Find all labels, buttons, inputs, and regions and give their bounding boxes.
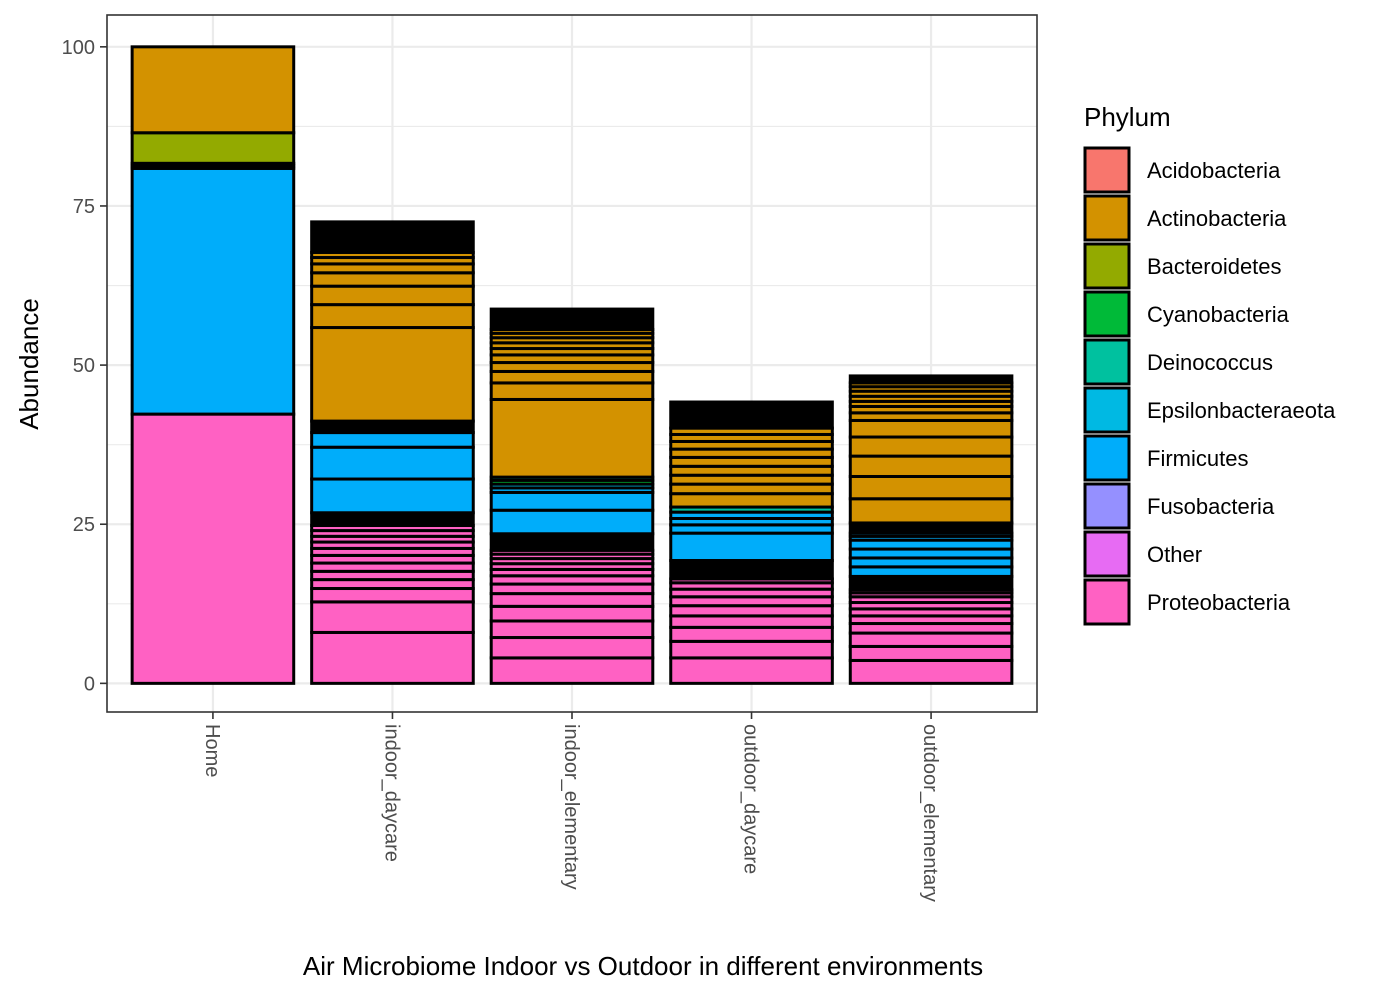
bar-segment-proteobacteria xyxy=(489,619,655,640)
bar-segment-other xyxy=(848,374,1014,385)
bar-segment-proteobacteria xyxy=(310,630,475,685)
bar-segment-proteobacteria xyxy=(489,592,655,608)
bars xyxy=(130,45,1014,685)
bar-segment-proteobacteria xyxy=(669,625,834,643)
bar-segment-proteobacteria xyxy=(489,636,655,660)
bar-segment-other xyxy=(669,559,834,581)
legend-label-fusobacteria: Fusobacteria xyxy=(1147,494,1275,519)
legend-key-bacteroidetes xyxy=(1083,242,1131,290)
y-tick-label: 75 xyxy=(73,196,95,218)
bar-segment-firmicutes xyxy=(310,477,475,515)
bar-segment-actinobacteria xyxy=(848,474,1014,501)
bar-segment-actinobacteria xyxy=(489,397,655,479)
x-axis-title: Air Microbiome Indoor vs Outdoor in diff… xyxy=(303,951,983,981)
x-axis: Home indoor_daycare indoor_elementary outdo… xyxy=(201,712,941,902)
bar-stack-indoor_elementary xyxy=(489,307,655,685)
bar-stack-outdoor_daycare xyxy=(669,400,834,685)
bar-segment-other xyxy=(310,511,475,527)
legend-key-acidobacteria xyxy=(1083,146,1131,194)
legend-key-deinococcus xyxy=(1083,338,1131,386)
bar-segment-bacteroidetes xyxy=(130,131,296,165)
bar-segment-firmicutes xyxy=(130,166,296,416)
bar-segment-proteobacteria xyxy=(848,631,1014,648)
bar-segment-proteobacteria xyxy=(310,600,475,634)
legend-label-cyanobacteria: Cyanobacteria xyxy=(1147,302,1290,327)
bar-segment-other xyxy=(848,521,1014,535)
x-tick-label: indoor_daycare xyxy=(380,724,402,862)
legend-key-epsilonbacteraeota xyxy=(1083,386,1131,434)
bar-segment-actinobacteria xyxy=(310,271,475,288)
legend-label-proteobacteria: Proteobacteria xyxy=(1147,590,1291,615)
bar-segment-firmicutes xyxy=(489,508,655,536)
bar-segment-firmicutes xyxy=(489,490,655,512)
bar-stack-Home xyxy=(130,45,296,685)
bar-segment-proteobacteria xyxy=(669,604,834,618)
bar-segment-actinobacteria xyxy=(489,369,655,385)
bar-segment-actinobacteria xyxy=(848,497,1014,525)
legend-label-firmicutes: Firmicutes xyxy=(1147,446,1248,471)
bar-segment-proteobacteria xyxy=(489,604,655,623)
x-tick-label: outdoor_elementary xyxy=(919,724,941,902)
bar-segment-actinobacteria xyxy=(310,284,475,307)
legend-label-other: Other xyxy=(1147,542,1202,567)
bar-segment-proteobacteria xyxy=(848,658,1014,685)
bar-segment-proteobacteria xyxy=(669,639,834,660)
bar-segment-proteobacteria xyxy=(848,644,1014,662)
legend-title: Phylum xyxy=(1084,102,1171,132)
bar-segment-actinobacteria xyxy=(130,45,296,135)
legend-label-actinobacteria: Actinobacteria xyxy=(1147,206,1287,231)
legend-label-deinococcus: Deinococcus xyxy=(1147,350,1273,375)
legend-key-fusobacteria xyxy=(1083,482,1131,530)
legend-label-epsilonbacteraeota: Epsilonbacteraeota xyxy=(1147,398,1336,423)
bar-segment-proteobacteria xyxy=(310,587,475,604)
legend-key-cyanobacteria xyxy=(1083,290,1131,338)
bar-segment-firmicutes xyxy=(310,445,475,481)
bar-segment-actinobacteria xyxy=(310,326,475,423)
y-axis-title: Abundance xyxy=(14,298,44,430)
bar-segment-other xyxy=(489,307,655,331)
bar-segment-other xyxy=(310,419,475,435)
bar-segment-other xyxy=(848,574,1014,592)
legend-key-proteobacteria xyxy=(1083,578,1131,626)
legend-key-actinobacteria xyxy=(1083,194,1131,242)
bar-segment-actinobacteria xyxy=(848,454,1014,478)
y-tick-label: 25 xyxy=(73,514,95,536)
legend-label-acidobacteria: Acidobacteria xyxy=(1147,158,1281,183)
bar-segment-other xyxy=(489,532,655,552)
y-axis: 0 25 50 75 100 xyxy=(62,37,107,695)
bar-segment-firmicutes xyxy=(669,531,834,563)
bar-segment-proteobacteria xyxy=(669,656,834,685)
bar-segment-actinobacteria xyxy=(310,303,475,330)
legend-key-firmicutes xyxy=(1083,434,1131,482)
bar-stack-indoor_daycare xyxy=(310,220,475,685)
bar-segment-proteobacteria xyxy=(669,614,834,629)
bar-segment-proteobacteria xyxy=(130,412,296,685)
y-tick-label: 50 xyxy=(73,355,95,377)
legend: Phylum Acidobacteria Actinobacteria Bacter… xyxy=(1083,102,1336,626)
x-tick-label: outdoor_daycare xyxy=(740,724,762,874)
legend-key-other xyxy=(1083,530,1131,578)
bar-stack-outdoor_elementary xyxy=(848,374,1014,685)
x-tick-label: Home xyxy=(201,724,223,777)
bar-segment-actinobacteria xyxy=(848,435,1014,458)
bar-segment-actinobacteria xyxy=(848,418,1014,439)
bar-segment-actinobacteria xyxy=(489,381,655,401)
x-tick-label: indoor_elementary xyxy=(560,724,582,890)
y-tick-label: 100 xyxy=(62,37,95,59)
y-tick-label: 0 xyxy=(84,673,95,695)
bar-segment-proteobacteria xyxy=(489,656,655,685)
bar-segment-other xyxy=(669,400,834,430)
bar-segment-firmicutes xyxy=(310,431,475,449)
bar-segment-other xyxy=(310,220,475,254)
bar-segment-actinobacteria xyxy=(669,492,834,509)
legend-label-bacteroidetes: Bacteroidetes xyxy=(1147,254,1282,279)
